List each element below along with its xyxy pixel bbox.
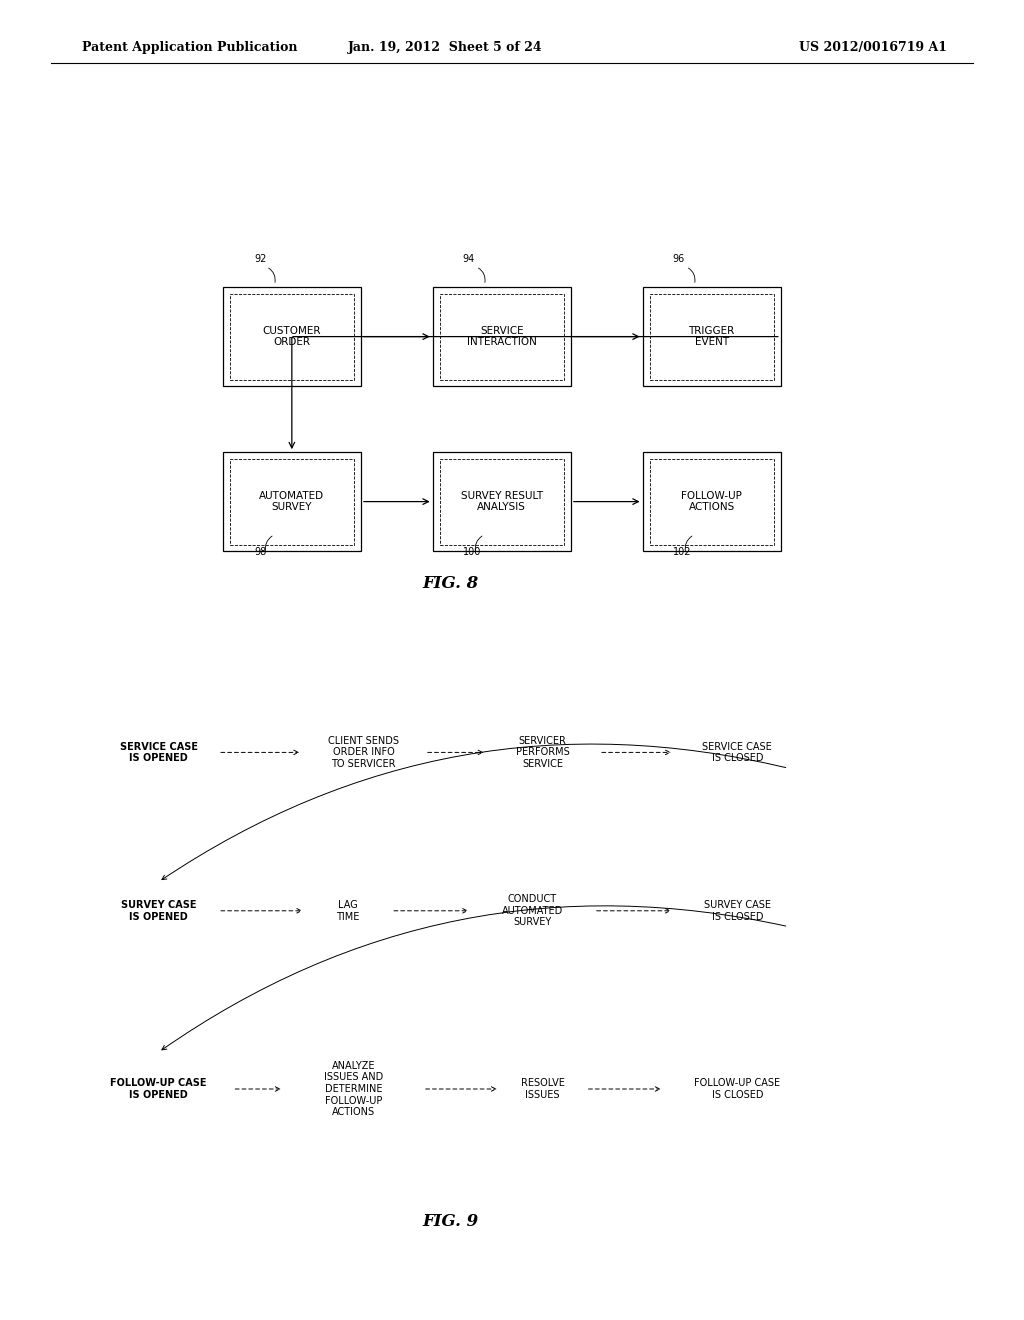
Text: TRIGGER
EVENT: TRIGGER EVENT [688,326,735,347]
Text: CONDUCT
AUTOMATED
SURVEY: CONDUCT AUTOMATED SURVEY [502,894,563,928]
Text: SERVICE CASE
IS OPENED: SERVICE CASE IS OPENED [120,742,198,763]
Text: Jan. 19, 2012  Sheet 5 of 24: Jan. 19, 2012 Sheet 5 of 24 [348,41,543,54]
Bar [222,453,360,552]
Bar [643,453,780,552]
Text: ANALYZE
ISSUES AND
DETERMINE
FOLLOW-UP
ACTIONS: ANALYZE ISSUES AND DETERMINE FOLLOW-UP A… [324,1061,383,1117]
Text: 100: 100 [463,546,481,557]
Text: SERVICER
PERFORMS
SERVICE: SERVICER PERFORMS SERVICE [516,735,569,770]
Text: AUTOMATED
SURVEY: AUTOMATED SURVEY [259,491,325,512]
Text: 98: 98 [254,546,266,557]
Text: 96: 96 [673,253,685,264]
Text: Patent Application Publication: Patent Application Publication [82,41,297,54]
Text: FIG. 9: FIG. 9 [423,1213,478,1229]
Bar [440,458,563,544]
Text: FOLLOW-UP CASE
IS CLOSED: FOLLOW-UP CASE IS CLOSED [694,1078,780,1100]
Text: SURVEY CASE
IS OPENED: SURVEY CASE IS OPENED [121,900,197,921]
Text: SURVEY RESULT
ANALYSIS: SURVEY RESULT ANALYSIS [461,491,543,512]
Bar [649,293,774,380]
Bar [229,293,354,380]
Bar [440,293,563,380]
Text: LAG
TIME: LAG TIME [337,900,359,921]
Text: CLIENT SENDS
ORDER INFO
TO SERVICER: CLIENT SENDS ORDER INFO TO SERVICER [328,735,399,770]
Text: 94: 94 [463,253,475,264]
Bar [649,458,774,544]
Text: US 2012/0016719 A1: US 2012/0016719 A1 [799,41,947,54]
Bar [222,288,360,385]
Text: 92: 92 [254,253,266,264]
Bar [229,458,354,544]
Bar [432,453,571,552]
Text: FOLLOW-UP CASE
IS OPENED: FOLLOW-UP CASE IS OPENED [111,1078,207,1100]
Text: SERVICE
INTERACTION: SERVICE INTERACTION [467,326,537,347]
Bar [432,288,571,385]
Text: FIG. 8: FIG. 8 [423,576,478,591]
Text: SURVEY CASE
IS CLOSED: SURVEY CASE IS CLOSED [703,900,771,921]
Text: 102: 102 [673,546,691,557]
Text: SERVICE CASE
IS CLOSED: SERVICE CASE IS CLOSED [702,742,772,763]
Bar [643,288,780,385]
Text: RESOLVE
ISSUES: RESOLVE ISSUES [521,1078,564,1100]
Text: FOLLOW-UP
ACTIONS: FOLLOW-UP ACTIONS [681,491,742,512]
Text: CUSTOMER
ORDER: CUSTOMER ORDER [262,326,322,347]
